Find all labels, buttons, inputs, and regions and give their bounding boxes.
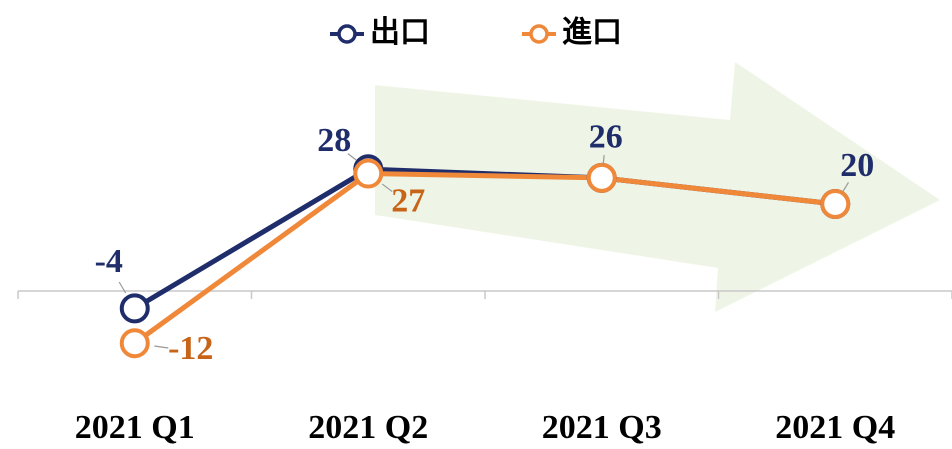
legend-marker bbox=[337, 24, 357, 44]
data-point bbox=[119, 328, 150, 359]
data-point bbox=[586, 162, 617, 193]
label-leader bbox=[842, 182, 849, 192]
data-point bbox=[353, 158, 384, 189]
x-tick-label: 2021 Q1 bbox=[75, 409, 195, 446]
label-leader bbox=[347, 153, 357, 161]
data-label: -4 bbox=[95, 243, 123, 280]
x-tick-label: 2021 Q3 bbox=[542, 409, 662, 446]
data-label: 28 bbox=[317, 122, 351, 159]
trend-arrow bbox=[375, 62, 940, 312]
data-label: 26 bbox=[589, 119, 623, 156]
data-point bbox=[820, 189, 851, 219]
x-tick-label: 2021 Q2 bbox=[308, 409, 428, 446]
legend-marker bbox=[529, 24, 549, 44]
label-leader bbox=[118, 281, 127, 294]
label-leader bbox=[154, 345, 169, 349]
x-tick-label: 2021 Q4 bbox=[775, 409, 895, 446]
series-line bbox=[133, 171, 836, 346]
legend-label: 進口 bbox=[562, 16, 622, 49]
legend-label: 出口 bbox=[370, 16, 430, 49]
data-label: -12 bbox=[168, 330, 213, 367]
label-leader bbox=[381, 183, 393, 193]
label-leader bbox=[602, 155, 605, 165]
data-label: 27 bbox=[391, 182, 425, 219]
data-label: 20 bbox=[840, 147, 874, 184]
data-point bbox=[119, 293, 150, 324]
